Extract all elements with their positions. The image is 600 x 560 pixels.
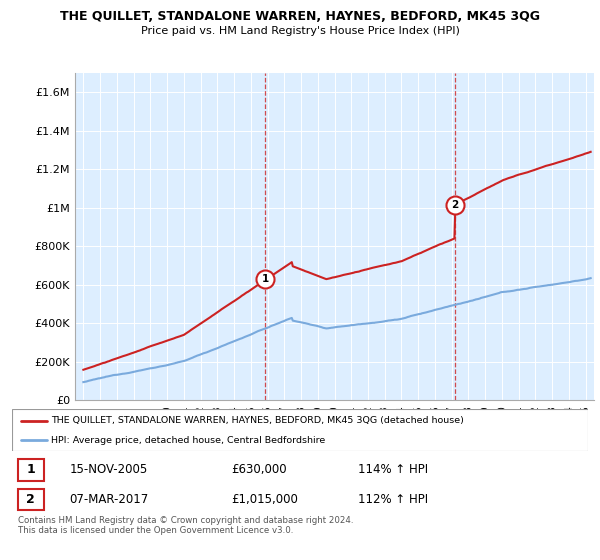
Text: 2: 2 [451,200,458,210]
Text: 07-MAR-2017: 07-MAR-2017 [70,493,149,506]
Text: 114% ↑ HPI: 114% ↑ HPI [358,463,428,477]
Bar [18,459,44,480]
Text: 112% ↑ HPI: 112% ↑ HPI [358,493,428,506]
Text: HPI: Average price, detached house, Central Bedfordshire: HPI: Average price, detached house, Cent… [51,436,325,445]
Text: THE QUILLET, STANDALONE WARREN, HAYNES, BEDFORD, MK45 3QG: THE QUILLET, STANDALONE WARREN, HAYNES, … [60,10,540,22]
Bar [18,489,44,510]
Text: Contains HM Land Registry data © Crown copyright and database right 2024.
This d: Contains HM Land Registry data © Crown c… [18,516,353,535]
Text: £630,000: £630,000 [231,463,287,477]
Text: £1,015,000: £1,015,000 [231,493,298,506]
Text: 15-NOV-2005: 15-NOV-2005 [70,463,148,477]
Text: 1: 1 [26,463,35,477]
Text: THE QUILLET, STANDALONE WARREN, HAYNES, BEDFORD, MK45 3QG (detached house): THE QUILLET, STANDALONE WARREN, HAYNES, … [51,416,464,425]
Text: Price paid vs. HM Land Registry's House Price Index (HPI): Price paid vs. HM Land Registry's House … [140,26,460,36]
Text: 2: 2 [26,493,35,506]
Text: 1: 1 [262,274,269,284]
